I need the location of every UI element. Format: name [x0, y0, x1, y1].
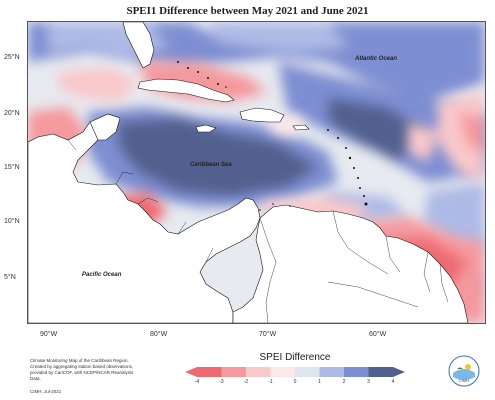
lat-label-20n: 20°N	[4, 110, 20, 117]
legend-colorbar	[185, 367, 405, 377]
cimh-logo-icon: CIMH	[448, 355, 480, 387]
lat-label-15n: 15°N	[4, 164, 20, 171]
logo-text: CIMH	[459, 378, 469, 383]
legend-arrow-low	[185, 367, 197, 377]
ocean-label-caribbean: Caribbean Sea	[190, 162, 232, 168]
country-borders	[67, 139, 449, 323]
lon-label-80w: 80°W	[150, 331, 168, 338]
legend-swatch	[270, 367, 296, 377]
legend-arrow-high	[393, 367, 405, 377]
credit-text: Climate Monitoring Map of the Caribbean …	[30, 358, 134, 381]
lon-label-90w: 90°W	[40, 331, 58, 338]
lon-label-70w: 70°W	[259, 331, 277, 338]
legend-swatch	[197, 367, 222, 377]
legend-tick-label: -3	[219, 379, 224, 385]
spei-map	[28, 22, 485, 323]
credit-year: CIMH, Jul-2021	[30, 389, 62, 394]
legend-tick-label: 0	[293, 379, 297, 385]
legend-swatch	[246, 367, 271, 377]
legend-swatch	[295, 367, 320, 377]
legend-tick-label: 2	[342, 379, 346, 385]
map-title: SPEI1 Difference between May 2021 and Ju…	[126, 5, 369, 17]
legend-title: SPEI Difference	[259, 352, 331, 363]
legend-swatch	[319, 367, 345, 377]
lat-label-25n: 25°N	[4, 54, 20, 61]
legend-swatch	[368, 367, 394, 377]
lon-label-60w: 60°W	[369, 331, 387, 338]
small-islands	[177, 61, 368, 211]
legend-swatch	[344, 367, 369, 377]
lat-label-5n: 5°N	[4, 274, 16, 281]
legend-tick-label: -1	[268, 379, 273, 385]
land-masses	[28, 22, 469, 323]
legend-tick-label: 4	[391, 379, 395, 385]
legend-tick-label: -4	[194, 379, 200, 385]
legend-tick-label: -2	[243, 379, 249, 385]
ocean-label-atlantic: Atlantic Ocean	[355, 56, 398, 62]
legend-swatch	[221, 367, 247, 377]
lat-label-10n: 10°N	[4, 218, 20, 225]
legend-tick-label: 3	[367, 379, 370, 385]
legend-tick-label: 1	[318, 379, 321, 385]
ocean-label-pacific: Pacific Ocean	[82, 272, 122, 278]
map-area	[27, 21, 486, 324]
